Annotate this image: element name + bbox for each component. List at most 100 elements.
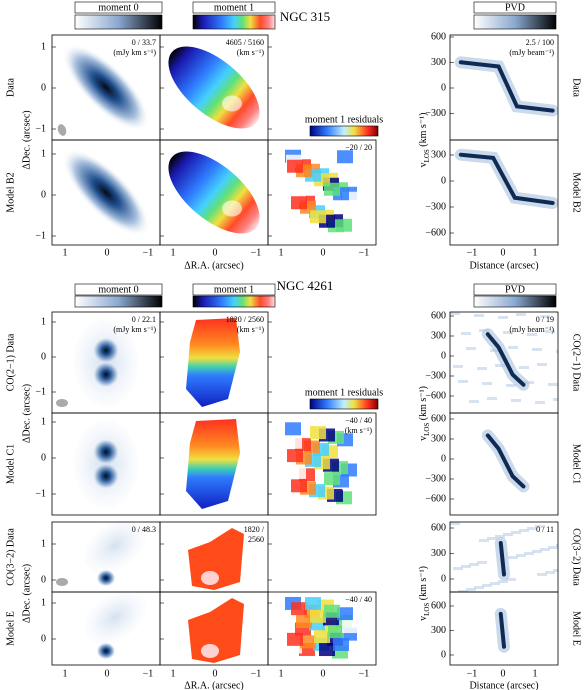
residual-map <box>310 210 326 224</box>
row-label: Model C1 <box>571 444 582 484</box>
y-tick-label: −1 <box>35 386 46 397</box>
panel-note: 1820 / <box>244 525 265 534</box>
y-tick-label: 1 <box>41 148 46 159</box>
panel-frame <box>267 412 377 516</box>
pvd-noise <box>540 315 550 318</box>
panel-frame <box>267 139 377 246</box>
pvd-map <box>458 60 555 113</box>
pvd-noise <box>508 556 518 559</box>
axis-label-part: v <box>418 162 429 167</box>
colorbar-label: PVD <box>505 284 525 295</box>
residual-map <box>337 150 353 164</box>
pvd-noise <box>453 365 463 368</box>
y-tick-label: −1 <box>35 123 46 134</box>
residual-map <box>324 182 340 196</box>
pvd-map <box>485 433 526 489</box>
residual-map <box>324 472 340 486</box>
pvd-noise <box>498 316 508 319</box>
panel-frame <box>267 591 377 666</box>
y-tick-label: 1 <box>41 538 46 549</box>
colorbar <box>74 14 163 30</box>
panel-note: (km s⁻¹) <box>237 325 265 334</box>
colorbar-label-bg <box>192 1 276 14</box>
panel-content <box>186 419 240 509</box>
y-tick-label: 300 <box>431 548 446 559</box>
pvd-noise <box>506 578 516 581</box>
axis-label-part: (km s⁻¹) <box>418 113 429 150</box>
pvd-noise <box>537 363 547 366</box>
residual-map <box>337 607 353 621</box>
panel-note: (mJy beam⁻¹) <box>509 325 554 334</box>
pvd-noise <box>487 537 497 540</box>
colorbar <box>192 14 276 30</box>
pvd-noise <box>466 347 476 350</box>
y-tick-label: 0 <box>41 189 46 200</box>
pvd-noise <box>450 522 460 525</box>
panel-content <box>62 148 150 237</box>
x-tick-label: 1 <box>279 668 284 679</box>
panel-note: (mJy km s⁻¹) <box>113 48 156 57</box>
y-axis-label: vLOS (km s⁻¹) <box>418 386 430 441</box>
x-tick-label: 1 <box>171 247 176 258</box>
residual-map <box>333 637 349 651</box>
x-axis-label: ΔR.A. (arcsec) <box>184 260 243 271</box>
x-tick-label: −1 <box>467 247 478 258</box>
pvd-noise <box>535 525 545 528</box>
panel-note: −20 / 20 <box>345 143 372 152</box>
panel-content <box>450 312 558 404</box>
x-tick-label: 1 <box>63 668 68 679</box>
pvd-noise <box>482 584 492 587</box>
pvd-noise <box>495 364 505 367</box>
colorbar-label-bg <box>74 283 163 296</box>
x-tick-label: −1 <box>251 668 262 679</box>
x-axis-label: Distance (arcsec) <box>469 260 538 271</box>
y-tick-label: 1 <box>41 597 46 608</box>
moment1-map <box>168 151 260 234</box>
panel-content <box>494 607 510 653</box>
y-tick-label: −300 <box>425 108 446 119</box>
pvd-noise <box>498 580 508 583</box>
row-label: Model C1 <box>5 444 16 484</box>
moment0-halo <box>84 522 146 573</box>
x-tick-label: −1 <box>359 668 370 679</box>
residual-map <box>287 159 303 173</box>
panel-content <box>84 592 146 660</box>
axis-label-part: v <box>418 436 429 441</box>
x-tick-label: 0 <box>105 668 110 679</box>
y-tick-label: −600 <box>425 493 446 504</box>
residual-map <box>287 632 303 646</box>
residual-map <box>324 604 340 618</box>
colorbar-label-bg <box>74 1 163 14</box>
pvd-map <box>485 332 526 387</box>
y-tick-label: 300 <box>431 57 446 68</box>
moment0-map <box>92 360 120 389</box>
residual-map <box>314 630 330 644</box>
x-tick-label: 0 <box>105 247 110 258</box>
pvd-noise <box>490 582 500 585</box>
panel-content <box>168 46 260 129</box>
pvd-noise <box>466 588 476 591</box>
moment0-halo <box>84 592 146 644</box>
panel-note: −40 / 40 <box>345 595 372 604</box>
colorbar-label: moment 1 <box>214 2 254 13</box>
pvd-noise <box>516 313 526 316</box>
residual-map <box>319 643 335 657</box>
y-axis-label: vLOS (km s⁻¹) <box>418 113 430 168</box>
panel-note: −40 / 40 <box>345 416 372 425</box>
panel-content <box>186 318 240 407</box>
panel-content <box>285 149 358 233</box>
y-tick-label: 0 <box>441 82 446 93</box>
moment1-map <box>188 598 244 663</box>
block-title: NGC 315 <box>280 9 330 24</box>
pvd-noise <box>532 550 542 553</box>
residual-map <box>328 625 344 639</box>
pvd-map <box>498 611 506 649</box>
axis-label-part: LOS <box>423 603 431 616</box>
pvd-noise <box>524 552 534 555</box>
y-tick-label: 300 <box>431 149 446 160</box>
pvd-noise <box>482 382 492 385</box>
pvd-noise <box>469 563 479 566</box>
panel-note: 1820 / 2560 <box>226 315 264 324</box>
moment1-core <box>201 571 219 585</box>
panel-frame <box>449 412 559 516</box>
